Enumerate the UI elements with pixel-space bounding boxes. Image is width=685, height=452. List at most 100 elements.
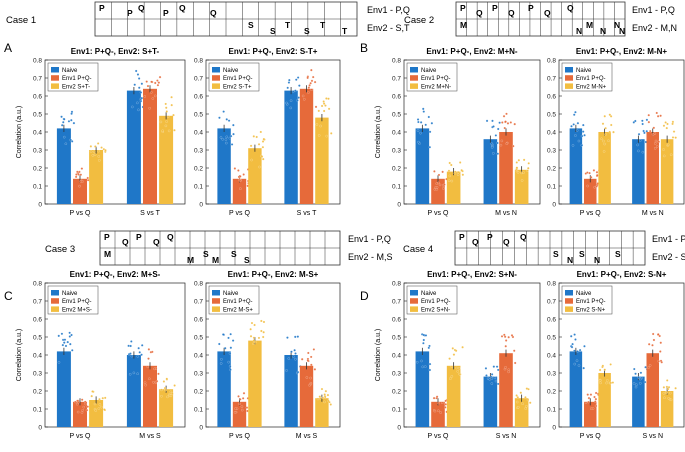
data-point xyxy=(581,130,585,133)
data-point xyxy=(671,136,675,139)
y-tick-label: 0.4 xyxy=(33,130,42,137)
data-point xyxy=(234,407,237,410)
y-tick-label: 0.3 xyxy=(33,371,42,378)
data-point xyxy=(669,391,672,395)
data-point xyxy=(303,98,306,101)
data-point xyxy=(218,116,221,119)
data-point xyxy=(632,382,636,385)
data-point xyxy=(456,173,460,176)
case-letter: P xyxy=(136,232,142,242)
y-tick-label: 0.8 xyxy=(194,58,203,65)
data-point xyxy=(96,142,100,145)
data-point xyxy=(583,134,586,137)
data-point xyxy=(289,99,293,102)
bar xyxy=(415,128,430,204)
data-point xyxy=(654,142,657,145)
legend-entry: Naive xyxy=(62,291,78,297)
data-point xyxy=(62,121,65,124)
data-point xyxy=(577,364,581,367)
data-point xyxy=(326,393,330,397)
data-point xyxy=(656,145,659,148)
data-point xyxy=(458,372,461,376)
data-point xyxy=(437,401,440,405)
data-point xyxy=(127,344,130,348)
bar xyxy=(431,178,445,204)
y-tick-label: 0.5 xyxy=(392,335,401,342)
chart-title: Env1: P+Q-, Env2: M-S+ xyxy=(228,270,319,279)
legend-swatch xyxy=(565,75,573,81)
data-point xyxy=(82,405,85,409)
data-point xyxy=(104,396,107,400)
data-point xyxy=(139,91,143,94)
data-point xyxy=(80,167,84,170)
case-env1-label: Env1 - P,Q xyxy=(348,234,391,244)
bar xyxy=(217,128,231,204)
data-point xyxy=(501,121,504,124)
data-point xyxy=(315,123,319,126)
data-point xyxy=(516,171,520,174)
data-point xyxy=(140,96,144,100)
data-point xyxy=(154,94,157,98)
data-point xyxy=(428,145,432,149)
data-point xyxy=(647,366,650,369)
data-point xyxy=(292,90,295,93)
data-point xyxy=(324,389,328,393)
data-point xyxy=(667,143,670,147)
data-point xyxy=(76,402,79,406)
y-tick-label: 0.7 xyxy=(547,76,556,83)
y-tick-label: 0.5 xyxy=(194,112,203,119)
chart-title: Env1: P+Q-, Env2: M+S- xyxy=(70,270,161,279)
data-point xyxy=(262,331,265,334)
case-letter: Q xyxy=(520,232,527,242)
data-point xyxy=(68,335,72,338)
data-point xyxy=(78,170,81,174)
data-point xyxy=(510,334,514,337)
data-point xyxy=(456,370,459,373)
bar xyxy=(126,355,141,427)
data-point xyxy=(237,395,240,398)
data-point xyxy=(664,121,667,124)
data-point xyxy=(301,94,305,98)
data-point xyxy=(148,377,151,380)
x-tick-label: P vs Q xyxy=(229,210,250,217)
data-point xyxy=(147,357,150,360)
case-letter: S xyxy=(248,20,254,30)
data-point xyxy=(584,172,587,175)
bar xyxy=(499,132,513,204)
data-point xyxy=(612,130,615,134)
data-point xyxy=(490,373,494,376)
data-point xyxy=(593,186,596,189)
bar xyxy=(89,400,104,427)
data-point xyxy=(60,332,64,336)
data-point xyxy=(169,390,173,394)
y-tick-label: 0.4 xyxy=(392,130,401,137)
data-point xyxy=(294,335,297,339)
data-point xyxy=(634,119,637,123)
data-point xyxy=(321,396,324,399)
data-point xyxy=(450,179,454,183)
y-tick-label: 0.1 xyxy=(194,407,203,414)
data-point xyxy=(495,365,499,368)
data-point xyxy=(79,180,83,183)
legend-swatch xyxy=(51,306,59,312)
legend-swatch xyxy=(565,67,573,73)
data-point xyxy=(647,120,651,124)
bar xyxy=(514,169,529,204)
data-point xyxy=(306,359,310,362)
data-point xyxy=(228,136,231,140)
data-point xyxy=(262,320,266,324)
data-point xyxy=(665,126,668,130)
data-point xyxy=(522,158,526,162)
y-tick-label: 0.3 xyxy=(392,148,401,155)
data-point xyxy=(428,362,432,366)
y-tick-label: 0 xyxy=(38,202,42,209)
data-point xyxy=(97,149,100,153)
data-point xyxy=(527,162,530,165)
y-tick-label: 0 xyxy=(397,202,401,209)
data-point xyxy=(516,396,519,399)
case-letter: S xyxy=(270,26,276,36)
data-point xyxy=(499,143,503,147)
data-point xyxy=(294,89,297,92)
data-point xyxy=(165,110,168,113)
data-point xyxy=(329,403,332,406)
